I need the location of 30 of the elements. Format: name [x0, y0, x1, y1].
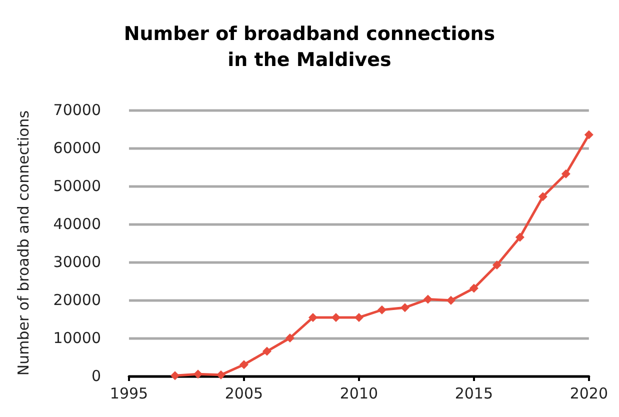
- point: [239, 360, 248, 370]
- point: [492, 260, 502, 270]
- point: [285, 334, 294, 342]
- y-tick-label: 40000: [53, 215, 101, 233]
- point: [377, 305, 386, 314]
- y-tick-label: 20000: [53, 291, 101, 309]
- point: [423, 294, 432, 304]
- point: [469, 284, 478, 293]
- x-tick-label: 2015: [454, 384, 494, 402]
- x-tick-label: 2005: [224, 384, 264, 402]
- y-tick-label: 60000: [53, 139, 101, 157]
- point: [308, 312, 318, 322]
- point: [262, 346, 272, 356]
- y-tick-label: 70000: [53, 101, 101, 119]
- x-tick-label: 1995: [110, 384, 148, 402]
- chart-title: Number of broadband connections in the Maldives: [124, 23, 496, 71]
- y-axis-title: Number of broadb and connections: [14, 110, 32, 376]
- x-tick-label: 2020: [570, 384, 608, 402]
- point: [193, 370, 202, 379]
- point: [584, 130, 594, 140]
- point: [515, 232, 524, 242]
- point: [538, 192, 548, 202]
- point: [170, 371, 180, 380]
- x-tick-label: 2010: [340, 384, 378, 402]
- point: [561, 169, 570, 178]
- y-tick-label: 30000: [53, 253, 101, 271]
- point: [400, 303, 410, 312]
- y-tick-label: 10000: [53, 329, 101, 347]
- y-tick-label: 0: [91, 367, 101, 385]
- y-tick-label: 50000: [53, 177, 101, 195]
